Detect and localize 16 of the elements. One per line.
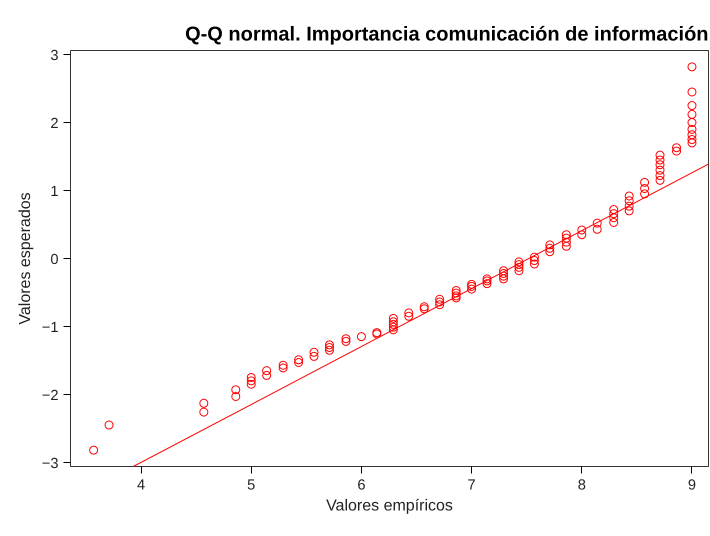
x-tick-label: 4 [136, 478, 146, 494]
x-tick-label: 7 [468, 478, 476, 494]
y-tick-label: 2 [50, 116, 59, 132]
x-tick-label: 9 [688, 478, 696, 494]
x-tick-label: 6 [357, 478, 366, 494]
y-tick-label: 3 [50, 48, 59, 64]
x-tick-label: 5 [247, 478, 256, 494]
y-tick-label: −2 [42, 388, 59, 404]
chart-title: Q-Q normal. Importancia comunicación de información [185, 24, 709, 46]
y-tick-label: 1 [50, 184, 59, 200]
y-tick-label: −3 [42, 456, 59, 472]
y-tick-label: 0 [50, 252, 59, 268]
y-axis-title: Valores esperados [16, 192, 34, 325]
y-tick-label: −1 [42, 320, 59, 336]
x-axis-title: Valores empíricos [326, 498, 453, 514]
x-tick-label: 8 [578, 478, 586, 494]
